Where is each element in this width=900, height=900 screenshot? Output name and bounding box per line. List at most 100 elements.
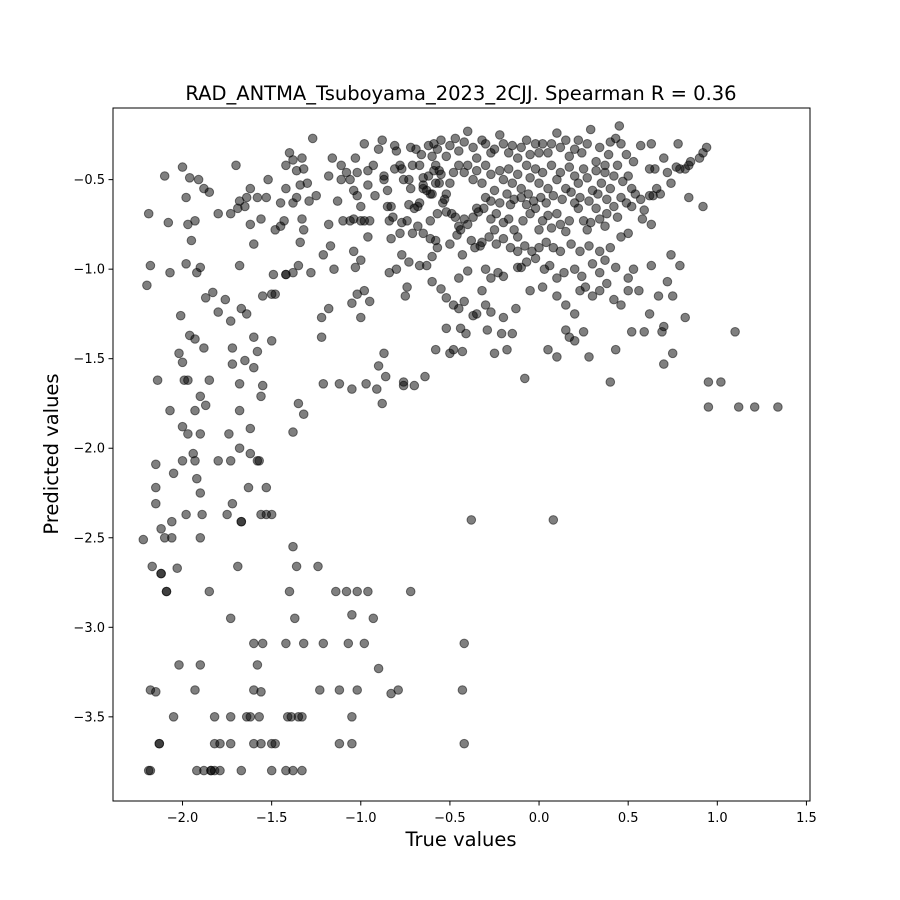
data-point [318, 638, 329, 649]
data-point [462, 126, 473, 137]
data-point [174, 660, 184, 670]
data-point [145, 260, 156, 271]
data-point [561, 300, 571, 310]
data-point [252, 660, 263, 670]
data-point [325, 241, 336, 251]
data-point [334, 379, 345, 389]
data-point [336, 174, 347, 185]
data-point [343, 638, 354, 649]
data-point [167, 516, 177, 527]
data-point [245, 423, 256, 434]
data-point [190, 685, 200, 695]
data-point [459, 137, 470, 147]
data-point [468, 174, 478, 185]
y-tick-label: −2.0 [73, 442, 105, 457]
data-point [591, 156, 601, 167]
data-point [245, 219, 256, 230]
data-point [425, 216, 436, 226]
data-point [195, 533, 206, 543]
data-point [495, 198, 505, 208]
data-point [521, 257, 532, 267]
data-point [225, 712, 236, 722]
y-tick-label: −1.5 [73, 352, 105, 367]
x-tick-label: −0.5 [434, 811, 466, 826]
data-point [552, 291, 562, 301]
data-point [397, 217, 407, 228]
data-point [206, 765, 216, 776]
data-point [386, 201, 396, 212]
data-point [569, 144, 580, 154]
data-point [498, 233, 509, 244]
data-point [373, 663, 384, 674]
data-point [639, 205, 650, 215]
data-point [215, 765, 225, 776]
data-point [480, 300, 491, 310]
data-point [552, 273, 562, 283]
data-point [569, 264, 580, 275]
data-point [380, 371, 391, 382]
data-point [168, 712, 179, 722]
data-point [623, 171, 634, 181]
data-point [584, 196, 594, 206]
y-axis-label: Predicted values [40, 373, 63, 534]
data-point [275, 198, 286, 208]
data-point [395, 228, 405, 239]
data-point [602, 208, 612, 219]
data-point [502, 344, 512, 355]
data-point [288, 427, 298, 437]
data-point [507, 328, 518, 339]
data-point [557, 194, 568, 205]
data-point [372, 384, 382, 394]
data-point [635, 194, 646, 205]
data-point [270, 738, 281, 749]
data-point [486, 307, 496, 317]
data-point [257, 380, 268, 391]
data-point [659, 321, 669, 332]
data-point [432, 242, 443, 253]
data-point [600, 221, 610, 231]
data-point [561, 226, 571, 237]
data-point [703, 377, 714, 387]
data-point [512, 169, 523, 180]
data-point [498, 312, 509, 323]
data-point [600, 167, 610, 178]
data-point [298, 409, 309, 420]
data-point [489, 225, 500, 235]
data-point [379, 348, 389, 359]
data-point [225, 613, 236, 624]
data-point [489, 348, 500, 359]
data-point [418, 180, 429, 190]
x-tick-label: −1.5 [256, 811, 288, 826]
data-point [495, 165, 505, 176]
data-point [537, 167, 548, 178]
data-point [518, 216, 528, 226]
data-point [475, 241, 486, 251]
data-point [209, 712, 220, 722]
data-point [345, 216, 355, 226]
data-point [204, 375, 215, 386]
data-point [610, 344, 621, 355]
data-point [512, 232, 523, 242]
data-point [386, 233, 396, 244]
data-point [653, 291, 664, 301]
data-point [222, 509, 232, 520]
data-point [213, 208, 223, 219]
data-point [195, 488, 206, 498]
data-point [432, 144, 443, 154]
data-point [291, 192, 302, 203]
data-point [142, 280, 152, 291]
data-point [733, 402, 744, 412]
data-point [523, 189, 534, 199]
data-point [673, 139, 683, 149]
data-point [541, 198, 552, 208]
data-point [503, 164, 514, 174]
data-point [423, 171, 434, 181]
data-point [498, 271, 509, 282]
data-point [413, 221, 423, 231]
data-point [512, 246, 523, 257]
data-point [543, 148, 553, 158]
data-point [393, 685, 404, 695]
data-point [195, 391, 206, 402]
data-point [204, 586, 215, 597]
data-point [268, 269, 279, 280]
